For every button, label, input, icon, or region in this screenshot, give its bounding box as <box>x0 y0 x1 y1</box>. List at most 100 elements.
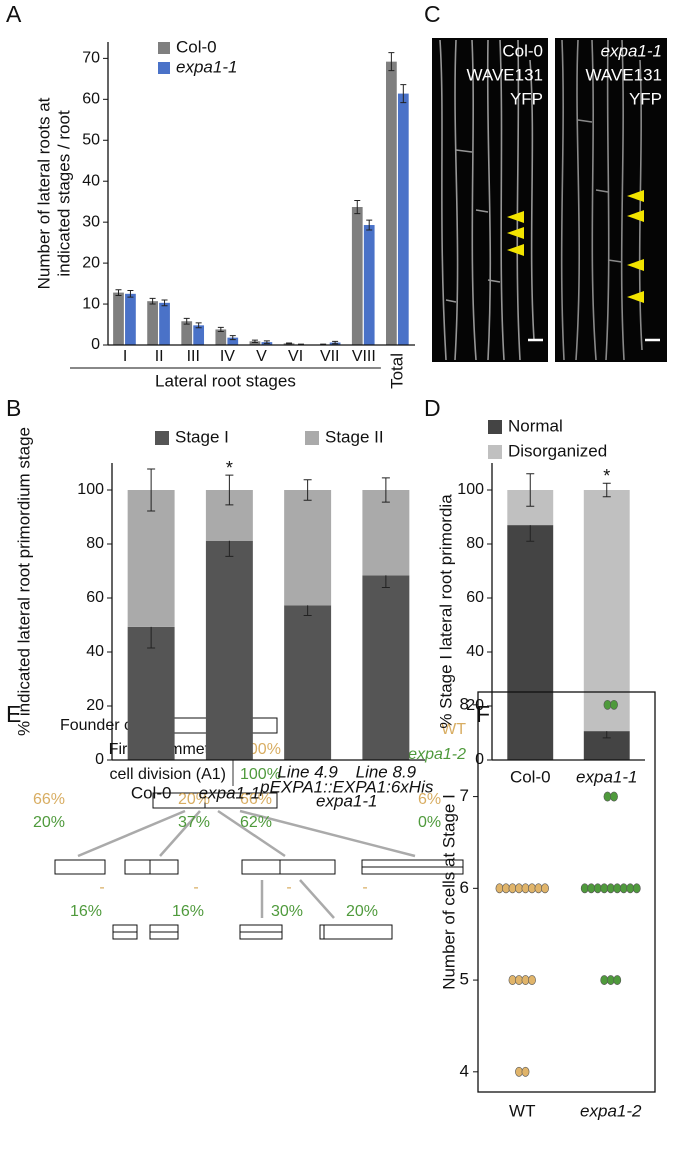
bar <box>227 337 239 345</box>
x-tick-label: VIII <box>352 348 376 365</box>
dot <box>626 883 635 894</box>
y-tick-label: 4 <box>460 1061 469 1080</box>
bar <box>249 341 261 345</box>
dot <box>521 975 530 985</box>
error-bar <box>251 339 258 344</box>
percentage: - <box>99 879 104 896</box>
y-tick-label: 40 <box>82 172 100 189</box>
panel-label: F <box>476 701 490 727</box>
error-bar <box>388 52 395 72</box>
image-label: WAVE131 <box>585 65 662 84</box>
percentage: - <box>286 879 291 896</box>
error-bar <box>127 290 134 298</box>
dot <box>580 883 589 894</box>
dot <box>600 975 609 985</box>
legend-label: Stage II <box>325 427 384 446</box>
bar-segment <box>362 490 410 576</box>
legend-label: Col-0 <box>176 37 217 56</box>
dot <box>632 883 641 894</box>
x-tick-label: expa1-2 <box>580 1101 642 1120</box>
percentage: 37% <box>178 814 210 831</box>
dot <box>603 699 612 710</box>
dot <box>587 883 596 894</box>
bar-segment <box>284 490 332 606</box>
bar <box>363 225 375 345</box>
legend-label: expa1-1 <box>176 57 237 76</box>
legend-swatch <box>488 420 502 434</box>
x-tick-label: II <box>155 348 164 365</box>
bar-segment <box>284 605 332 760</box>
error-bar <box>229 335 236 341</box>
dot <box>610 791 618 802</box>
y-tick-label: 8 <box>460 694 469 713</box>
bar <box>159 302 170 345</box>
y-tick-label: 60 <box>86 589 104 606</box>
error-bar <box>147 468 156 512</box>
error-bar <box>602 482 611 498</box>
x-tick-label: VII <box>320 348 340 365</box>
error-bar <box>286 342 293 345</box>
image-label: YFP <box>629 89 662 108</box>
y-tick-label: 10 <box>82 295 100 312</box>
percentage: 62% <box>240 814 272 831</box>
dot <box>610 699 618 710</box>
panel-label: E <box>6 701 21 727</box>
dot <box>613 883 622 894</box>
x-tick-label: IV <box>220 348 235 365</box>
bar-segment <box>205 540 253 760</box>
x-tick-label: Line 8.9 <box>356 762 417 781</box>
y-tick-label: 100 <box>77 481 104 498</box>
y-tick-label: 60 <box>82 91 100 108</box>
micrograph <box>432 38 548 362</box>
legend-label: Disorganized <box>508 441 607 460</box>
panel-label: C <box>424 1 441 27</box>
y-tick-label: 70 <box>82 50 100 67</box>
x-axis-label: Lateral root stages <box>155 371 296 390</box>
legend-swatch <box>158 62 170 74</box>
y-tick-label: 0 <box>91 336 100 353</box>
x-tick-label: Col-0 <box>131 783 172 802</box>
y-tick-label: 5 <box>460 970 469 989</box>
legend-swatch <box>305 431 319 445</box>
percentage: 20% <box>346 903 378 920</box>
legend-label: WT <box>441 721 466 738</box>
dot <box>528 975 536 985</box>
x-tick-label: I <box>123 348 127 365</box>
y-tick-label: 50 <box>82 131 100 148</box>
legend-swatch <box>488 445 502 459</box>
error-bar <box>332 340 339 345</box>
x-tick-label: Col-0 <box>510 767 551 786</box>
error-bar <box>225 474 234 506</box>
bar <box>147 301 158 345</box>
error-bar <box>195 322 202 329</box>
y-tick-label: 0 <box>475 751 484 768</box>
bar <box>351 207 363 345</box>
significance: * <box>226 458 233 478</box>
y-tick-label: 20 <box>466 697 484 714</box>
dot <box>521 1066 530 1077</box>
y-tick-label: 0 <box>95 751 104 768</box>
dot <box>515 1066 523 1077</box>
dot <box>613 975 622 985</box>
plot-frame <box>477 691 656 1093</box>
dot <box>495 883 504 894</box>
diagram-label: cell division (A1) <box>110 766 226 783</box>
dot <box>521 883 530 894</box>
x-tick-label: expa1-1 <box>576 767 637 786</box>
x-tick-label: WT <box>509 1101 535 1120</box>
dot <box>508 975 517 985</box>
y-axis-label: Number of lateral roots at <box>34 97 53 289</box>
bar <box>397 93 409 345</box>
error-bar <box>381 477 390 503</box>
percentage: 30% <box>271 903 303 920</box>
x-tick-label: Line 4.9 <box>277 762 338 781</box>
legend-label: Stage I <box>175 427 229 446</box>
y-tick-label: 40 <box>466 643 484 660</box>
bar <box>193 325 205 345</box>
x-group-label: expa1-1 <box>316 791 377 810</box>
x-tick-label: VI <box>288 348 303 365</box>
micrograph <box>555 38 667 362</box>
error-bar <box>526 473 535 507</box>
significance: * <box>603 466 610 486</box>
